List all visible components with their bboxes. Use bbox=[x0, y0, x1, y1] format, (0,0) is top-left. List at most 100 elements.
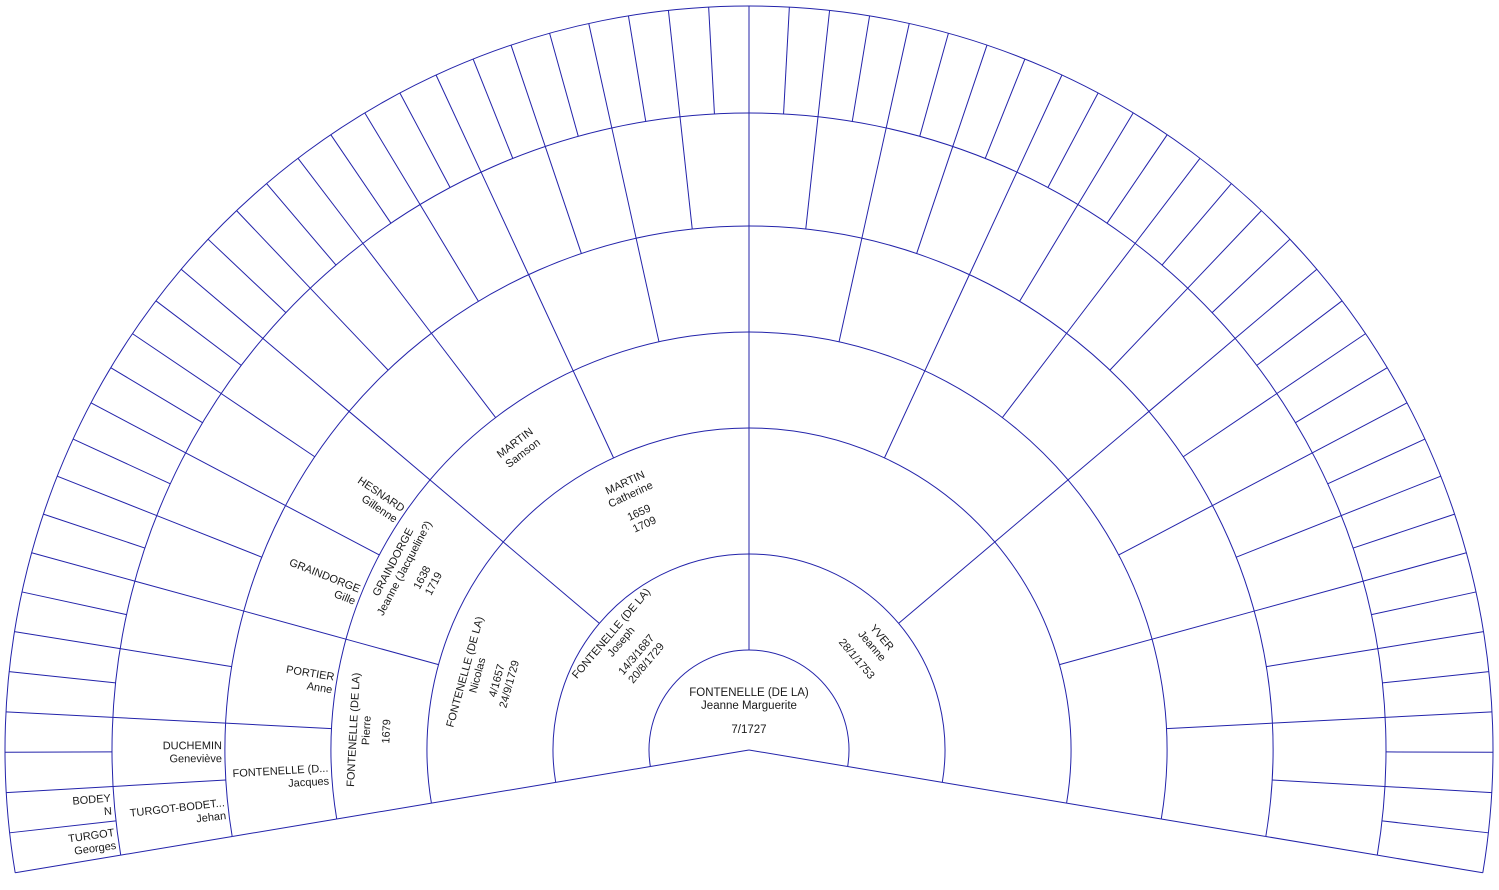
ancestor-name: Jacques bbox=[288, 776, 330, 790]
cell-divider bbox=[120, 835, 233, 856]
cell-divider bbox=[1047, 92, 1099, 188]
cell-divider bbox=[480, 171, 530, 275]
ancestor-cell-gen6[interactable]: TURGOT-BODET...Jehan bbox=[129, 797, 227, 832]
fan-grid bbox=[4, 5, 1494, 874]
cell-divider bbox=[611, 127, 637, 239]
root-person-cell[interactable]: FONTENELLE (DE LA)Jeanne Marguerite 7/172… bbox=[689, 687, 809, 736]
cell-divider bbox=[243, 610, 347, 640]
ring-arc bbox=[648, 649, 850, 767]
root-person-date: 7/1727 bbox=[731, 724, 766, 736]
cell-divider bbox=[297, 157, 364, 244]
cell-divider bbox=[14, 631, 121, 650]
ancestor-name: Anne bbox=[306, 680, 333, 696]
cell-divider bbox=[1212, 452, 1313, 506]
cell-divider bbox=[1341, 475, 1441, 517]
cell-divider bbox=[847, 766, 943, 783]
ancestor-cell-gen2[interactable]: FONTENELLE (DE LA)Joseph14/3/168720/8/17… bbox=[570, 586, 688, 711]
cell-divider bbox=[90, 402, 186, 454]
cell-divider bbox=[1371, 591, 1477, 616]
ancestor-name: Geneviève bbox=[169, 753, 222, 765]
cell-divider bbox=[225, 722, 332, 730]
cell-divider bbox=[1019, 204, 1079, 302]
ancestor-cell-gen4[interactable]: FONTENELLE (DE LA)Pierre 1679 bbox=[345, 672, 396, 788]
cell-divider bbox=[112, 716, 226, 724]
cell-divider bbox=[309, 287, 389, 371]
cell-divider bbox=[430, 332, 497, 418]
ancestor-label: FONTENELLE (DE LA)Pierre 1679 bbox=[345, 672, 393, 787]
cell-divider bbox=[1234, 268, 1318, 339]
cell-divider bbox=[708, 7, 715, 114]
cell-divider bbox=[285, 505, 380, 556]
cell-divider bbox=[838, 238, 863, 342]
cell-divider bbox=[1016, 74, 1063, 173]
cell-divider bbox=[120, 648, 232, 668]
cell-divider bbox=[588, 23, 613, 129]
cell-divider bbox=[994, 479, 1069, 543]
cell-divider bbox=[861, 127, 887, 239]
ancestor-name: FONTENELLE (D... bbox=[232, 763, 328, 780]
cell-divider bbox=[364, 112, 421, 205]
cell-divider bbox=[1377, 631, 1484, 650]
cell-divider bbox=[1211, 238, 1291, 314]
cell-divider bbox=[1363, 552, 1467, 582]
ancestor-name: Pierre bbox=[360, 715, 373, 745]
cell-divider bbox=[472, 58, 514, 159]
ancestor-name: Jehan bbox=[196, 810, 227, 825]
cell-divider bbox=[510, 44, 546, 147]
cell-divider bbox=[1066, 243, 1136, 334]
cell-divider bbox=[1256, 300, 1343, 366]
ancestor-date: 1679 bbox=[380, 719, 393, 744]
cell-divider bbox=[72, 438, 171, 485]
cell-divider bbox=[1385, 711, 1493, 718]
ancestor-name: Georges bbox=[74, 840, 118, 858]
cell-divider bbox=[1382, 671, 1489, 684]
cell-divider bbox=[942, 781, 1067, 804]
ancestor-name: GRAINDORGE bbox=[287, 557, 361, 596]
cell-divider bbox=[1161, 818, 1266, 837]
cell-divider bbox=[1265, 835, 1378, 856]
cell-divider bbox=[1161, 183, 1232, 266]
cell-divider bbox=[1134, 157, 1201, 244]
cell-divider bbox=[399, 92, 451, 188]
ancestor-name: N bbox=[103, 805, 112, 818]
ancestor-name: BODEY bbox=[72, 792, 112, 807]
cell-divider bbox=[6, 785, 114, 794]
cell-divider bbox=[1148, 338, 1236, 412]
root-person-name: FONTENELLE (DE LA) bbox=[689, 687, 809, 699]
cell-divider bbox=[207, 238, 287, 314]
cell-divider bbox=[156, 515, 262, 558]
cell-divider bbox=[679, 116, 693, 230]
cell-divider bbox=[924, 274, 970, 371]
cell-divider bbox=[627, 15, 647, 122]
cell-divider bbox=[1109, 287, 1189, 371]
cell-divider bbox=[31, 552, 135, 582]
cell-divider bbox=[885, 23, 910, 129]
cell-divider bbox=[330, 134, 392, 224]
cell-divider bbox=[635, 238, 660, 342]
ancestor-cell-gen5[interactable]: FONTENELLE (D...Jacques bbox=[232, 763, 330, 793]
cell-divider bbox=[1276, 333, 1366, 394]
cell-divider bbox=[345, 638, 439, 666]
cell-divider bbox=[817, 10, 831, 117]
cell-divider bbox=[180, 268, 264, 339]
